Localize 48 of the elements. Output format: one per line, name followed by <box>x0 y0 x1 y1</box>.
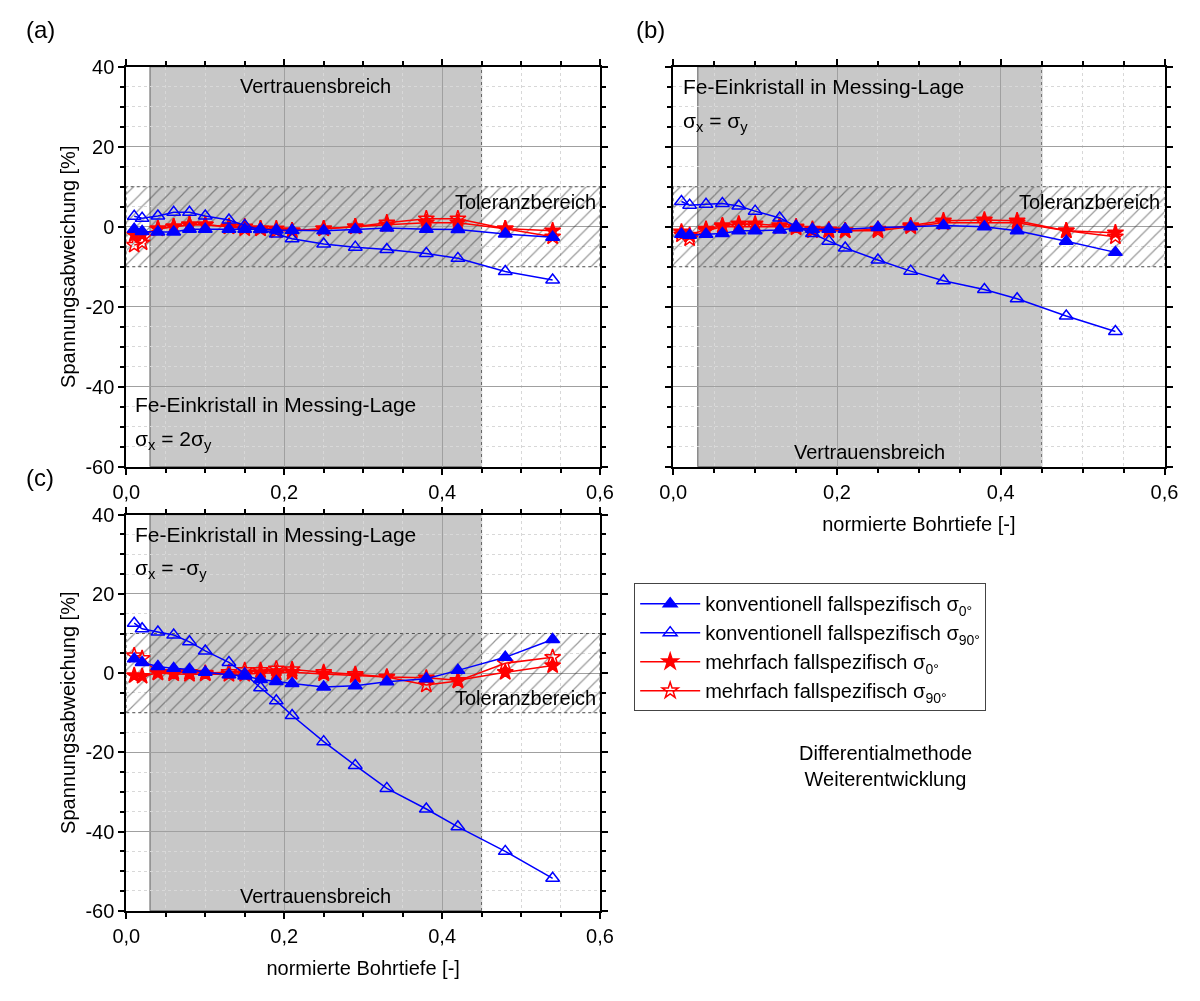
chart-title: (a) <box>26 16 56 43</box>
x-axis-title: normierte Bohrtiefe [-] <box>266 956 460 979</box>
x-tick-label: 0,6 <box>586 480 614 503</box>
y-tick-label: 20 <box>92 135 115 158</box>
x-tick-label: 0,0 <box>659 480 688 503</box>
y-tick-label: -20 <box>85 741 115 764</box>
band-label: Vertrauensbreich <box>794 441 946 463</box>
y-tick-label: -40 <box>85 820 115 843</box>
legend-label: mehrfach fallspezifisch σ$_{90°}$ <box>705 680 947 706</box>
band-label: Vertrauensbreich <box>240 75 392 97</box>
y-axis-title: Spannungsabweichung [%] <box>57 145 80 388</box>
annotation: σ$_{x}$ = -σ$_{y}$ <box>135 556 208 583</box>
x-axis-title: normierte Bohrtiefe [-] <box>822 512 1016 535</box>
y-tick-label: 20 <box>92 582 115 605</box>
x-tick-label: 0,2 <box>270 924 299 947</box>
y-tick-label: -20 <box>85 295 115 318</box>
annotation: Fe-Einkristall in Messing-Lage <box>135 393 417 416</box>
chart-title: (b) <box>636 16 666 43</box>
x-tick-label: 0,4 <box>428 480 457 503</box>
y-tick-label: 0 <box>103 215 115 238</box>
chart-title: (c) <box>26 464 54 491</box>
y-tick-label: 40 <box>92 503 115 526</box>
legend-label: konventionell fallspezifisch σ$_{0°}$ <box>705 593 973 619</box>
y-tick-label: -60 <box>85 899 115 922</box>
x-tick-label: 0,4 <box>428 924 457 947</box>
legend-label: mehrfach fallspezifisch σ$_{0°}$ <box>705 651 939 677</box>
y-tick-label: -60 <box>85 455 115 478</box>
y-tick-label: -40 <box>85 375 115 398</box>
x-tick-label: 0,0 <box>112 924 141 947</box>
y-tick-label: 0 <box>103 662 115 685</box>
x-tick-label: 0,4 <box>986 480 1015 503</box>
annotation: Fe-Einkristall in Messing-Lage <box>683 75 965 98</box>
x-tick-label: 0,0 <box>112 480 141 503</box>
band-label: Toleranzbereich <box>455 687 597 709</box>
x-tick-label: 0,2 <box>270 480 299 503</box>
y-axis-title: Spannungsabweichung [%] <box>57 591 80 834</box>
x-tick-label: 0,6 <box>1150 480 1179 503</box>
band-label: Vertrauensbreich <box>240 885 392 907</box>
legend-label: konventionell fallspezifisch σ$_{90°}$ <box>705 622 980 648</box>
text: Differentialmethode Weiterentwicklung <box>799 742 973 790</box>
annotation: Fe-Einkristall in Messing-Lage <box>135 523 417 546</box>
y-tick-label: 40 <box>92 55 115 78</box>
x-tick-label: 0,6 <box>586 924 614 947</box>
band-label: Toleranzbereich <box>455 191 597 213</box>
band-label: Toleranzbereich <box>1019 191 1161 213</box>
annotation: σ$_{x}$ = 2σ$_{y}$ <box>135 427 212 454</box>
annotation: σ$_{x}$ = σ$_{y}$ <box>683 109 749 136</box>
x-tick-label: 0,2 <box>823 480 851 503</box>
